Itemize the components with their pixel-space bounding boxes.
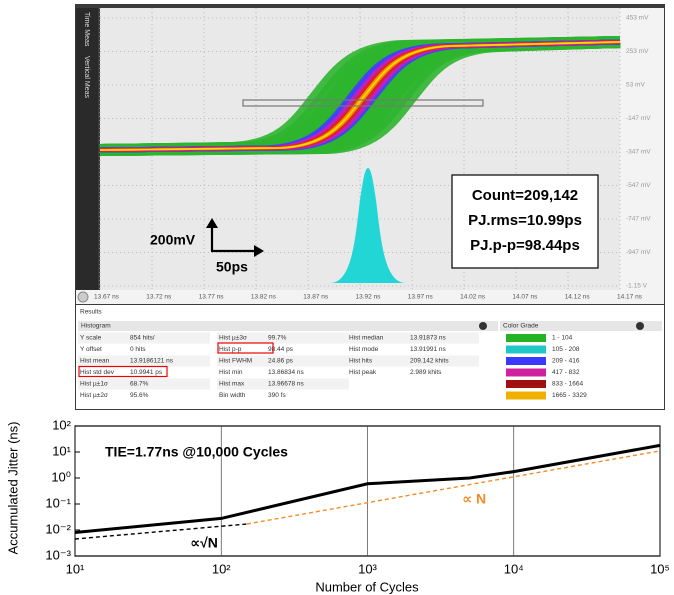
table-label: Bin width bbox=[219, 392, 246, 399]
y-tick-label: 10² bbox=[52, 417, 71, 432]
scope-x-label: 13.97 ns bbox=[408, 294, 434, 301]
color-swatch bbox=[506, 392, 546, 400]
y-tick-label: 10¹ bbox=[52, 443, 71, 458]
y-tick-label: 10⁻¹ bbox=[45, 495, 71, 510]
chart: 10¹ 10² 10³ 10⁴ 10⁵ 10⁻³ 10⁻² 10⁻¹ 10⁰ 10¹ 10² ∝√N ∝… bbox=[45, 417, 670, 576]
scope-x-label: 14.17 ns bbox=[617, 294, 643, 301]
annotation-line: PJ.p-p=98.44ps bbox=[470, 237, 580, 254]
scope-y-label: -547 mV bbox=[626, 182, 651, 189]
table-label: Hist µ±2σ bbox=[80, 392, 108, 399]
table-value: 0 hits bbox=[130, 346, 146, 353]
color-grade-range: 833 - 1664 bbox=[552, 381, 583, 388]
table-label: Hist hits bbox=[349, 358, 373, 365]
y-tick-label: 10⁻² bbox=[45, 521, 71, 536]
table-value: 99.7% bbox=[268, 335, 287, 342]
scale-horizontal: 50ps bbox=[216, 259, 248, 275]
color-grade-range: 1 - 104 bbox=[552, 335, 573, 342]
annotation-line: Count=209,142 bbox=[472, 187, 578, 204]
results-title: Results bbox=[80, 309, 102, 316]
color-swatch bbox=[506, 380, 546, 388]
color-grade-title: Color Grade bbox=[503, 323, 539, 330]
x-tick-label: 10³ bbox=[358, 561, 377, 576]
color-grade-range: 105 - 208 bbox=[552, 346, 580, 353]
x-tick-label: 10² bbox=[212, 561, 231, 576]
table-label: Hist FWHM bbox=[219, 358, 252, 365]
scope-x-label: 13.92 ns bbox=[356, 294, 382, 301]
table-value: 13.91991 ns bbox=[410, 346, 447, 353]
settings-icon[interactable] bbox=[636, 322, 644, 330]
side-tabs bbox=[76, 8, 98, 290]
y-tick-label: 10⁰ bbox=[51, 469, 71, 484]
table-label: Hist mean bbox=[80, 358, 110, 365]
series-annotation: ∝ N bbox=[462, 491, 486, 507]
annotation-line: PJ.rms=10.99ps bbox=[468, 212, 582, 229]
table-label: Hist std dev bbox=[80, 369, 115, 376]
table-label: Hist p-p bbox=[219, 346, 242, 353]
side-tab: Time Meas bbox=[83, 12, 90, 47]
table-label: Hist median bbox=[349, 335, 384, 342]
table-value: 10.9941 ps bbox=[130, 369, 163, 376]
scope-y-label: 53 mV bbox=[626, 82, 645, 89]
table-value: 390 fs bbox=[268, 392, 286, 399]
scope-x-label: 13.67 ns bbox=[94, 294, 120, 301]
scope-y-label: -1.15 V bbox=[626, 283, 648, 290]
side-tab: Vertical Meas bbox=[83, 56, 90, 99]
table-label: Y offset bbox=[80, 346, 102, 353]
scope-y-label: -147 mV bbox=[626, 115, 651, 122]
scope-x-label: 13.72 ns bbox=[146, 294, 172, 301]
color-grade-range: 1665 - 3329 bbox=[552, 392, 587, 399]
x-tick-label: 10¹ bbox=[66, 561, 85, 576]
scope-x-label: 14.02 ns bbox=[460, 294, 486, 301]
table-value: 13.96678 ns bbox=[268, 381, 305, 388]
scope-y-label: -347 mV bbox=[626, 149, 651, 156]
scope-x-label: 13.82 ns bbox=[251, 294, 277, 301]
scope-y-label: 253 mV bbox=[626, 48, 649, 55]
settings-icon[interactable] bbox=[479, 322, 487, 330]
scope-x-label: 14.07 ns bbox=[512, 294, 538, 301]
color-grade-range: 209 - 416 bbox=[552, 358, 580, 365]
series-annotation: ∝√N bbox=[190, 534, 218, 550]
table-label: Hist max bbox=[219, 381, 245, 388]
x-tick-label: 10⁵ bbox=[650, 561, 670, 576]
scope-x-label: 13.77 ns bbox=[199, 294, 225, 301]
scope-y-label: 453 mV bbox=[626, 15, 649, 22]
y-tick-label: 10⁻³ bbox=[45, 547, 71, 562]
table-value: 24.86 ps bbox=[268, 358, 294, 365]
table-label: Hist µ±1σ bbox=[80, 381, 108, 388]
table-value: 13.91873 ns bbox=[410, 335, 447, 342]
scope-y-label: -947 mV bbox=[626, 249, 651, 256]
x-tick-label: 10⁴ bbox=[504, 561, 524, 576]
table-value: 13.86834 ns bbox=[268, 369, 305, 376]
color-swatch bbox=[506, 334, 546, 342]
scroll-button[interactable] bbox=[78, 292, 88, 302]
table-value: 95.6% bbox=[130, 392, 149, 399]
scope-x-label: 13.87 ns bbox=[303, 294, 329, 301]
scope-y-label: -747 mV bbox=[626, 216, 651, 223]
histogram-title: Histogram bbox=[81, 323, 111, 330]
chart-annotation: TIE=1.77ns @10,000 Cycles bbox=[105, 444, 288, 460]
color-swatch bbox=[506, 357, 546, 365]
color-swatch bbox=[506, 369, 546, 377]
table-label: Hist mode bbox=[349, 346, 379, 353]
x-axis-label: Number of Cycles bbox=[315, 579, 419, 594]
table-value: 209.142 khits bbox=[410, 358, 449, 365]
table-value: 68.7% bbox=[130, 381, 149, 388]
table-label: Hist min bbox=[219, 369, 243, 376]
scope-x-label: 14.12 ns bbox=[565, 294, 591, 301]
table-label: Hist µ±3σ bbox=[219, 335, 247, 342]
scale-vertical: 200mV bbox=[150, 232, 196, 248]
table-label: Hist peak bbox=[349, 369, 377, 376]
histogram-header bbox=[78, 321, 498, 331]
table-value: 13.9186121 ns bbox=[130, 358, 174, 365]
page: Count=209,142 PJ.rms=10.99ps PJ.p-p=98.4… bbox=[0, 0, 674, 595]
table-label: Y scale bbox=[80, 335, 102, 342]
table-value: 2.989 khits bbox=[410, 369, 442, 376]
color-grade-range: 417 - 832 bbox=[552, 369, 580, 376]
table-value: 854 hits/ bbox=[130, 335, 155, 342]
table-value: 98.44 ps bbox=[268, 346, 294, 353]
y-axis-label: Accumulated Jitter (ns) bbox=[5, 422, 20, 555]
color-swatch bbox=[506, 346, 546, 354]
